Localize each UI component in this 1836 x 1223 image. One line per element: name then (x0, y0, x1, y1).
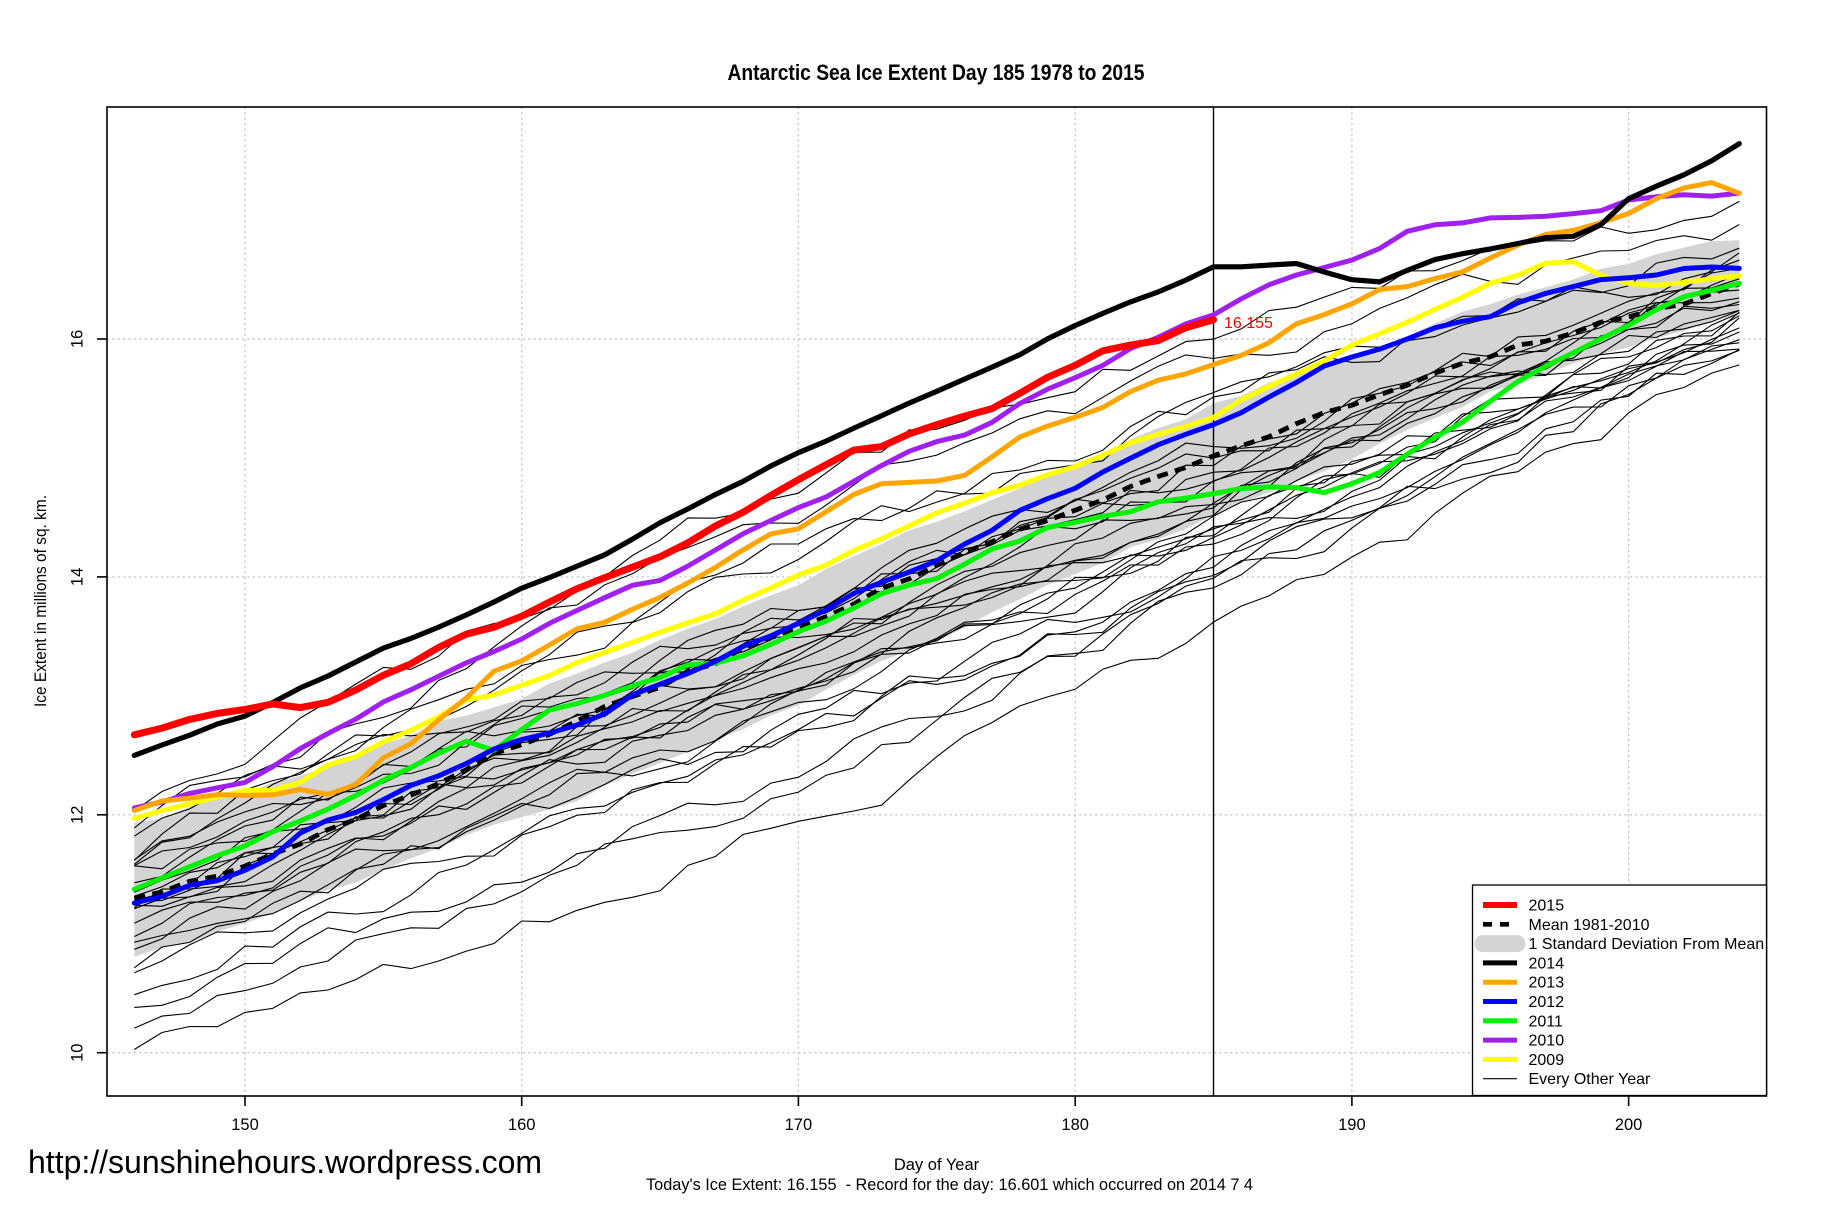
svg-text:http://sunshinehours.wordpress: http://sunshinehours.wordpress.com (28, 1144, 542, 1180)
svg-text:Every Other Year: Every Other Year (1529, 1071, 1652, 1088)
svg-text:2015: 2015 (1529, 898, 1565, 915)
svg-text:1 Standard Deviation From Mean: 1 Standard Deviation From Mean (1529, 936, 1765, 953)
svg-text:2012: 2012 (1529, 994, 1565, 1011)
svg-text:150: 150 (231, 1116, 259, 1134)
svg-text:2014: 2014 (1529, 955, 1565, 972)
svg-text:Ice Extent in millions of sq.: Ice Extent in millions of sq. km. (32, 495, 50, 707)
svg-text:14: 14 (69, 568, 87, 586)
svg-text:Mean 1981-2010: Mean 1981-2010 (1529, 917, 1650, 934)
svg-text:16: 16 (69, 330, 87, 348)
svg-text:170: 170 (785, 1116, 813, 1134)
svg-text:2010: 2010 (1529, 1033, 1565, 1050)
svg-text:Antarctic Sea Ice Extent Day 1: Antarctic Sea Ice Extent Day 185 1978 to… (728, 60, 1145, 85)
svg-text:190: 190 (1338, 1116, 1366, 1134)
svg-text:2009: 2009 (1529, 1052, 1565, 1069)
svg-text:160: 160 (508, 1116, 536, 1134)
svg-text:2011: 2011 (1529, 1013, 1564, 1030)
svg-text:12: 12 (69, 806, 87, 824)
svg-text:16.155: 16.155 (1224, 315, 1273, 332)
svg-text:Day of Year: Day of Year (894, 1156, 980, 1174)
svg-text:2013: 2013 (1529, 975, 1565, 992)
svg-text:10: 10 (69, 1044, 87, 1062)
svg-text:180: 180 (1061, 1116, 1089, 1134)
svg-text:Today's Ice Extent: 16.155 -: Today's Ice Extent: 16.155 - Record for … (646, 1176, 1253, 1194)
svg-text:200: 200 (1615, 1116, 1643, 1134)
